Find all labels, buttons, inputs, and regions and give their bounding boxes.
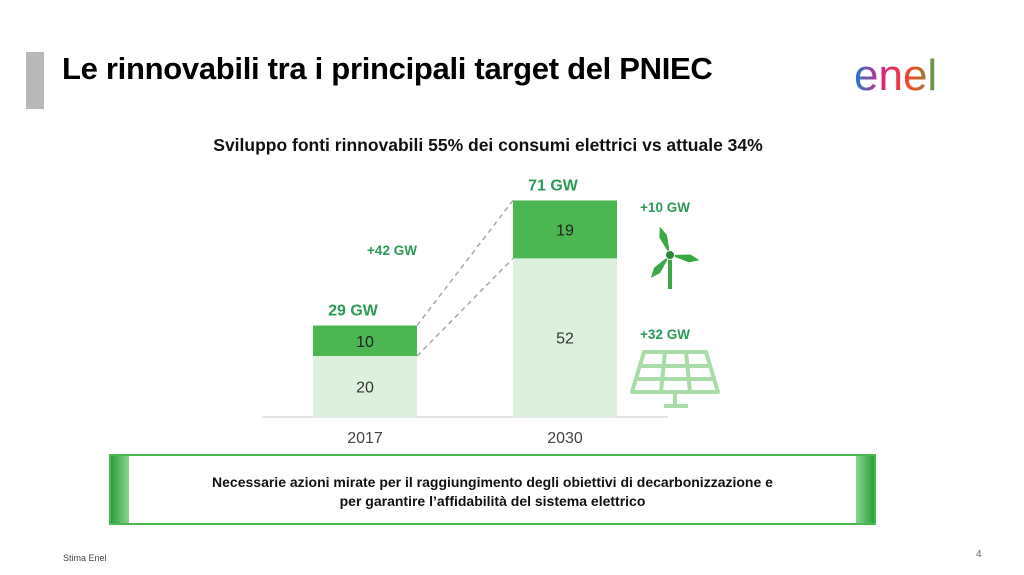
data-label-2030-base: 52 <box>556 331 574 348</box>
message-line-1: Necessarie azioni mirate per il raggiung… <box>212 474 773 490</box>
growth-annotation: +42 GW <box>367 243 417 258</box>
title-accent-bar <box>26 52 44 109</box>
message-box-right-accent <box>856 456 874 523</box>
total-label-2030: 71 GW <box>528 177 579 194</box>
bar-2030-top <box>513 200 617 259</box>
message-line-2: per garantire l’affidabilità del sistema… <box>339 493 646 509</box>
connector-line-bottom <box>416 257 514 357</box>
connector-line-top <box>416 199 514 326</box>
bar-2017-top <box>313 325 417 356</box>
total-label-2017: 29 GW <box>328 303 379 320</box>
message-box-left-accent <box>111 456 129 523</box>
page-number: 4 <box>976 549 982 560</box>
enel-logo: enel <box>854 52 937 100</box>
category-label-2030: 2030 <box>547 430 583 447</box>
bar-2017-base <box>313 356 417 417</box>
message-box: Necessarie azioni mirate per il raggiung… <box>109 454 876 525</box>
logo-text: enel <box>854 52 937 100</box>
data-label-2017-base: 20 <box>356 380 374 397</box>
solar-growth-annotation: +32 GW <box>640 327 690 342</box>
renewables-chart: 20 10 52 19 29 GW 71 GW 2017 2030 +42 GW… <box>262 177 720 447</box>
data-label-2017-top: 10 <box>356 334 374 351</box>
chart-title: Sviluppo fonti rinnovabili 55% dei consu… <box>213 135 763 155</box>
page-title: Le rinnovabili tra i principali target d… <box>62 51 713 86</box>
wind-turbine-icon <box>650 226 700 289</box>
message-text: Necessarie azioni mirate per il raggiung… <box>141 473 844 511</box>
solar-panel-icon <box>630 350 720 408</box>
data-label-2030-top: 19 <box>556 222 574 239</box>
category-label-2017: 2017 <box>347 430 383 447</box>
wind-growth-annotation: +10 GW <box>640 200 690 215</box>
bar-2030-base <box>513 258 617 417</box>
footnote: Stima Enel <box>63 553 107 563</box>
